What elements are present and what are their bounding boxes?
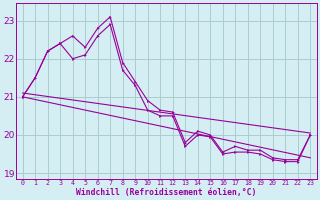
X-axis label: Windchill (Refroidissement éolien,°C): Windchill (Refroidissement éolien,°C)	[76, 188, 257, 197]
